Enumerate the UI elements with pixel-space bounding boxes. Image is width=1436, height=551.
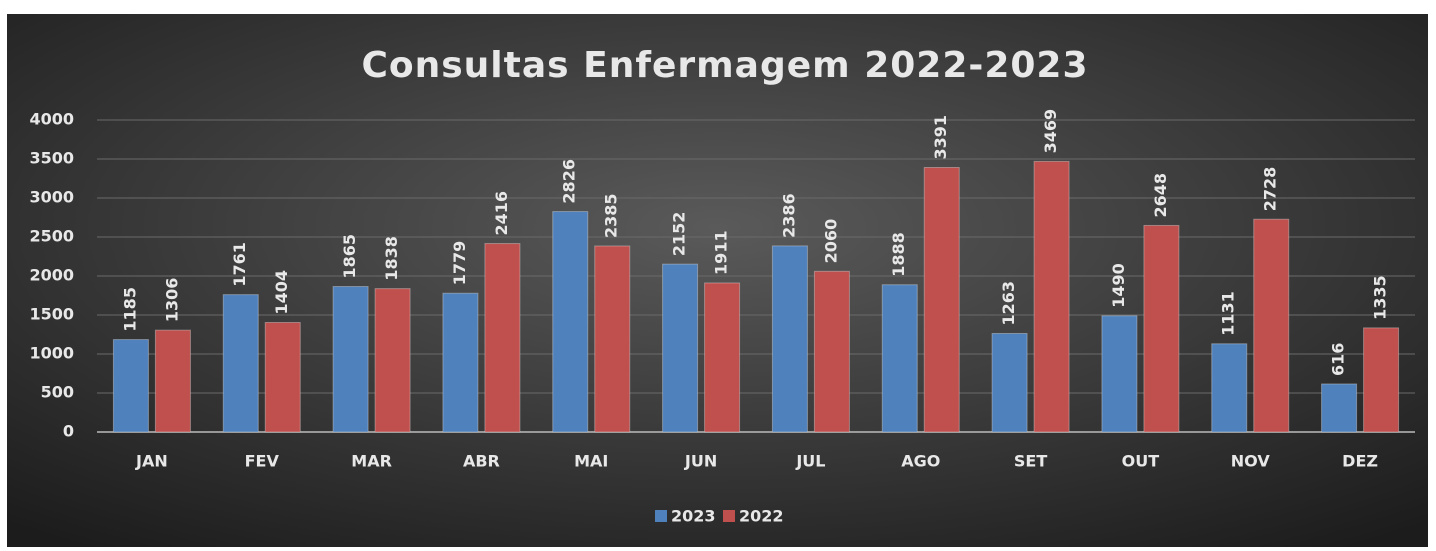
y-tick-label: 500 — [41, 383, 74, 402]
bar — [923, 167, 960, 433]
value-label: 2826 — [560, 159, 579, 204]
value-label: 1911 — [712, 230, 731, 275]
value-label: 1185 — [120, 287, 139, 332]
value-label: 2648 — [1151, 173, 1170, 218]
bar — [1253, 218, 1290, 433]
bar — [112, 339, 149, 433]
value-label: 616 — [1329, 343, 1348, 376]
value-label: 1306 — [162, 278, 181, 323]
bar — [1101, 315, 1138, 433]
bar — [771, 245, 808, 433]
value-label: 3469 — [1041, 109, 1060, 154]
bar — [374, 288, 411, 433]
y-tick-label: 3500 — [29, 149, 74, 168]
x-tick-label: JUN — [684, 452, 717, 471]
x-tick-label: JUL — [795, 452, 825, 471]
value-label: 1779 — [450, 241, 469, 286]
value-label: 1404 — [272, 270, 291, 315]
value-label: 2385 — [602, 193, 621, 238]
legend-label: 2023 — [671, 507, 716, 526]
bar — [662, 263, 699, 433]
value-label: 1335 — [1371, 275, 1390, 320]
legend-label: 2022 — [739, 507, 784, 526]
legend-swatch — [655, 510, 667, 522]
bar — [881, 284, 918, 433]
x-tick-label: ABR — [463, 452, 500, 471]
bar — [442, 292, 479, 433]
bar — [813, 270, 850, 433]
x-tick-label: JAN — [135, 452, 168, 471]
y-tick-label: 3000 — [29, 188, 74, 207]
value-label: 1263 — [999, 281, 1018, 326]
bar — [552, 211, 589, 433]
bar — [154, 329, 191, 433]
y-tick-label: 2500 — [29, 227, 74, 246]
value-label: 2728 — [1261, 167, 1280, 212]
bar — [704, 282, 741, 433]
y-tick-label: 4000 — [29, 110, 74, 129]
x-tick-label: AGO — [901, 452, 940, 471]
x-tick-label: OUT — [1122, 452, 1160, 471]
x-tick-label: NOV — [1231, 452, 1271, 471]
value-label: 1888 — [889, 232, 908, 277]
bar — [222, 294, 259, 433]
bar — [1211, 343, 1248, 433]
x-tick-label: FEV — [245, 452, 280, 471]
x-tick-label: MAR — [351, 452, 392, 471]
legend-swatch — [723, 510, 735, 522]
bar — [1143, 224, 1180, 433]
bar — [332, 286, 369, 433]
x-tick-label: SET — [1014, 452, 1047, 471]
value-label: 2152 — [670, 212, 689, 257]
value-label: 2416 — [492, 191, 511, 236]
y-tick-label: 1500 — [29, 305, 74, 324]
value-label: 1761 — [230, 242, 249, 287]
chart-title: Consultas Enfermagem 2022-2023 — [361, 45, 1088, 86]
bar — [1363, 327, 1400, 433]
x-tick-label: MAI — [574, 452, 608, 471]
value-label: 3391 — [931, 115, 950, 160]
value-label: 1131 — [1219, 291, 1238, 336]
y-tick-label: 2000 — [29, 266, 74, 285]
bar — [594, 245, 631, 433]
bar — [1033, 160, 1070, 433]
value-label: 2386 — [779, 193, 798, 238]
value-label: 1865 — [340, 234, 359, 279]
bar — [991, 332, 1028, 433]
y-tick-label: 1000 — [29, 344, 74, 363]
value-label: 1490 — [1109, 263, 1128, 308]
value-label: 2060 — [821, 219, 840, 264]
value-label: 1838 — [382, 236, 401, 281]
bar — [1321, 383, 1358, 433]
bar — [484, 243, 521, 433]
chart-background — [7, 14, 1428, 547]
y-tick-label: 0 — [63, 422, 74, 441]
bar — [264, 321, 301, 433]
x-tick-label: DEZ — [1342, 452, 1378, 471]
